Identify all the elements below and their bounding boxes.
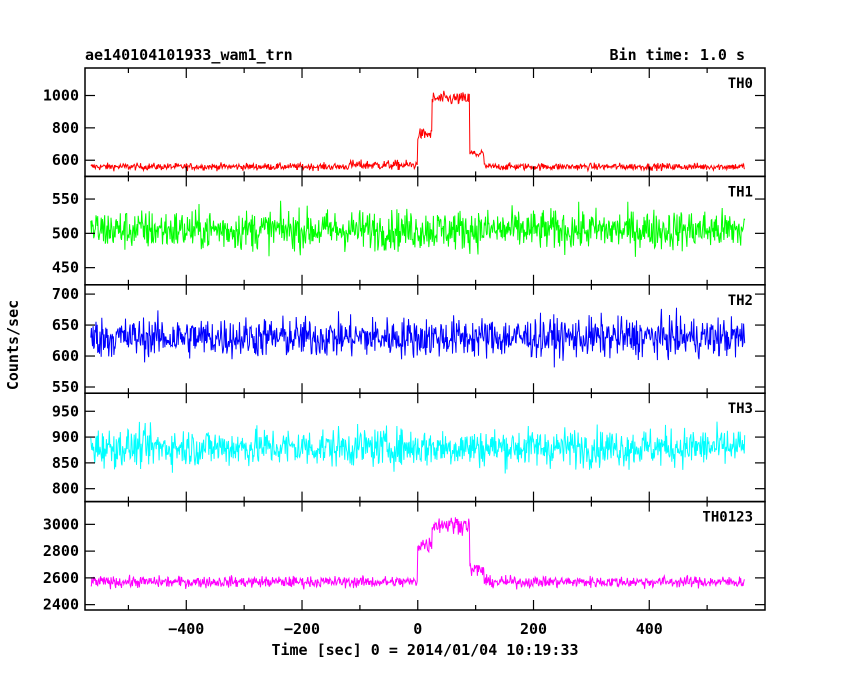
- series-th3: [90, 421, 746, 474]
- panel-th1: 450 500 550 TH1: [52, 175, 766, 286]
- y-tick-label: 500: [52, 224, 79, 242]
- panel-label: TH0: [728, 76, 753, 92]
- panel-label: TH0123: [702, 510, 753, 526]
- panel-frame: [84, 500, 766, 611]
- y-tick-label: 700: [52, 285, 79, 303]
- panels-group: 600 800 1000 TH0 450 500 550 TH1 550 600 650 700 TH2…: [43, 67, 766, 638]
- y-tick-label: 600: [52, 151, 79, 169]
- series-th0: [90, 90, 745, 173]
- panel-th2: 550 600 650 700 TH2: [52, 284, 766, 396]
- x-tick-label: 200: [520, 620, 547, 638]
- panel-label: TH2: [728, 293, 753, 309]
- y-tick-label: 1000: [43, 87, 79, 105]
- x-tick-label: 0: [413, 620, 422, 638]
- panel-th3: 800 850 900 950 TH3: [52, 392, 766, 503]
- panel-th0123: 2400 2600 2800 3000 TH0123: [43, 500, 766, 614]
- y-tick-label: 550: [52, 190, 79, 208]
- panel-label: TH1: [728, 184, 753, 200]
- y-tick-label: 600: [52, 347, 79, 365]
- x-axis-title: Time [sec] 0 = 2014/01/04 10:19:33: [271, 641, 578, 659]
- panel-frame: [84, 67, 766, 178]
- series-th0123: [90, 517, 745, 590]
- panel-label: TH3: [728, 401, 753, 417]
- y-tick-label: 450: [52, 259, 79, 277]
- plot-title: ae140104101933_wam1_trn: [85, 46, 293, 64]
- y-tick-label: 650: [52, 316, 79, 334]
- panel-th0: 600 800 1000 TH0: [43, 67, 766, 178]
- x-tick-label: 400: [636, 620, 663, 638]
- series-th2: [90, 307, 746, 368]
- y-tick-label: 3000: [43, 515, 79, 533]
- x-tick-label: −400: [168, 620, 204, 638]
- y-tick-label: 2600: [43, 569, 79, 587]
- y-axis-title: Counts/sec: [4, 300, 22, 390]
- y-tick-label: 550: [52, 378, 79, 396]
- y-tick-label: 800: [52, 480, 79, 498]
- y-tick-label: 950: [52, 402, 79, 420]
- series-th1: [90, 200, 746, 257]
- y-tick-label: 2400: [43, 596, 79, 614]
- bin-time-label: Bin time: 1.0 s: [610, 46, 745, 64]
- y-tick-label: 850: [52, 454, 79, 472]
- x-tick-label: −200: [284, 620, 320, 638]
- y-tick-label: 800: [52, 119, 79, 137]
- y-tick-label: 900: [52, 428, 79, 446]
- y-tick-label: 2800: [43, 542, 79, 560]
